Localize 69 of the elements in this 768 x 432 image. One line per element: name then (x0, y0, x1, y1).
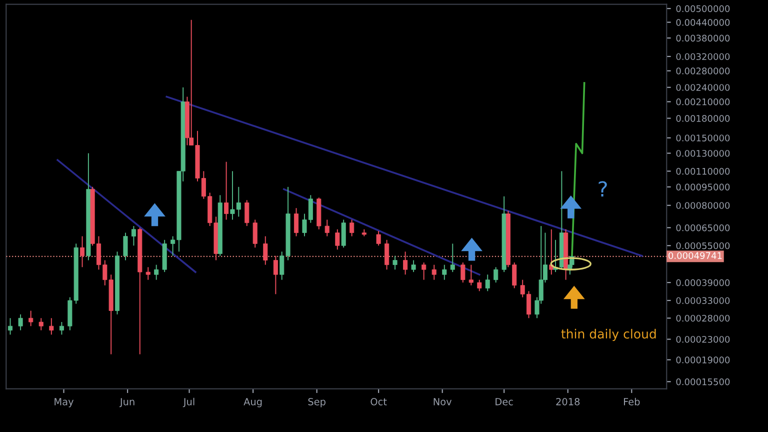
candlestick (432, 264, 436, 280)
y-tick-label: 0.00065000 (676, 224, 730, 232)
y-tick-label: 0.00015500 (676, 378, 730, 386)
candlestick (341, 219, 346, 248)
candlestick (324, 219, 330, 237)
y-tick-label: 0.00028000 (676, 314, 730, 322)
candlestick (244, 200, 250, 227)
candlestick (252, 219, 258, 248)
candlestick (49, 318, 54, 336)
candlestick (59, 322, 64, 336)
x-tick-label: May (54, 398, 74, 408)
y-tick-label: 0.00033000 (676, 297, 730, 304)
y-tick-label: 0.00130000 (676, 150, 730, 157)
x-tick-label: Jun (119, 398, 134, 408)
candlestick (468, 264, 474, 286)
x-tick-label: Oct (370, 398, 387, 406)
x-tick-label: Feb (624, 398, 640, 406)
y-tick-label: 0.00055000 (676, 242, 730, 250)
candlestick (28, 310, 34, 327)
y-tick-label: 0.00110000 (676, 168, 730, 175)
ref-line-label: 0.00049741 (668, 252, 722, 260)
candlestick (477, 279, 482, 292)
y-tick-label: 0.00023000 (676, 336, 730, 343)
y-tick-label: 0.00500000 (676, 5, 730, 12)
y-tick-label: 0.00039000 (676, 279, 730, 286)
y-tick-label: 0.00095000 (676, 184, 730, 190)
x-tick-label: Nov (434, 398, 452, 406)
annotation: ? (598, 181, 607, 197)
candlestick (411, 260, 416, 273)
y-tick-label: 0.00150000 (676, 134, 730, 142)
candlestick (403, 251, 408, 276)
candlestick (494, 266, 498, 284)
candlestick (384, 239, 390, 270)
annotation: thin daily cloud (561, 328, 656, 342)
candlestick (154, 264, 159, 280)
y-tick-label: 0.00019000 (676, 356, 730, 364)
candlestick (442, 264, 447, 280)
x-tick-label: Dec (496, 398, 513, 406)
candlestick (123, 232, 128, 261)
y-tick-label: 0.00440000 (676, 18, 730, 26)
candlestick (294, 208, 299, 237)
candlestick (224, 161, 229, 220)
y-tick-label: 0.00320000 (676, 53, 730, 60)
x-tick-label: 2018 (556, 398, 580, 406)
candlestick (263, 236, 268, 266)
y-tick-label: 0.00080000 (676, 202, 730, 209)
y-tick-label: 0.00210000 (676, 98, 730, 106)
candlestick (350, 219, 354, 237)
candlestick (376, 230, 381, 246)
candlestick (38, 318, 44, 331)
candlestick (460, 262, 466, 284)
candlestick (8, 318, 13, 336)
x-tick-label: Jul (182, 398, 194, 408)
candlestick (392, 255, 398, 270)
y-tick-label: 0.00380000 (676, 34, 730, 42)
candlestick (335, 228, 340, 250)
y-tick-label: 0.00280000 (676, 68, 730, 74)
x-tick-label: Aug (244, 398, 262, 408)
candlestick (485, 274, 490, 292)
candlestick (422, 262, 426, 280)
candlestick (146, 266, 150, 280)
candlestick (450, 243, 455, 273)
x-tick-label: Sep (308, 398, 326, 408)
y-tick-label: 0.00180000 (676, 114, 730, 122)
candlestick (80, 236, 85, 268)
candlestick (18, 314, 23, 331)
candlestick (273, 255, 278, 295)
candlestick (131, 226, 136, 246)
y-tick-label: 0.00240000 (676, 84, 730, 91)
